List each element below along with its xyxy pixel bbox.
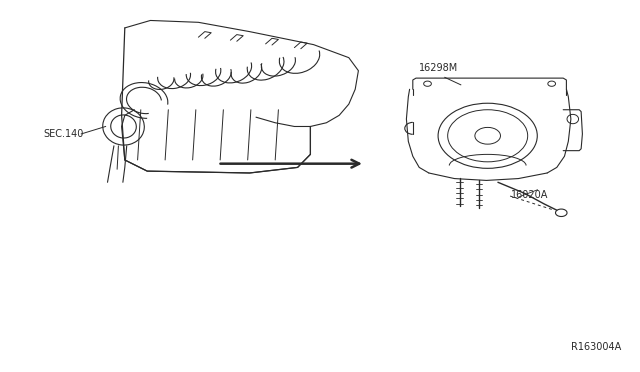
Text: 16020A: 16020A [511, 190, 548, 200]
Text: SEC.140: SEC.140 [44, 129, 84, 139]
Text: 16298M: 16298M [419, 62, 458, 73]
Text: R163004A: R163004A [570, 341, 621, 352]
